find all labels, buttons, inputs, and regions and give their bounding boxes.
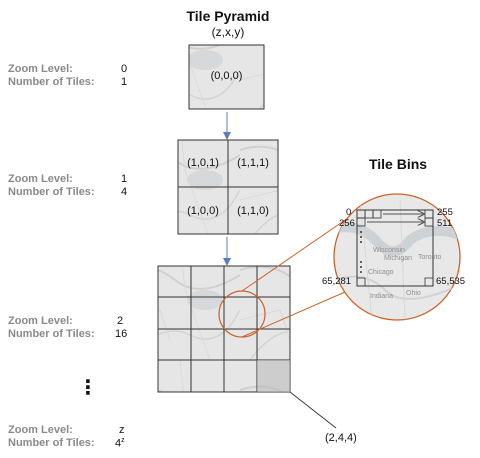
level2-tiles-label: Number of Tiles:	[8, 328, 95, 340]
level2-zoom-label: Zoom Level:	[8, 315, 73, 327]
levelz-tiles-exponent: z	[121, 437, 125, 444]
bin-label-256: 256	[339, 218, 355, 229]
level1-zoom-value: 1	[121, 173, 128, 185]
level2-zoom-value: 2	[117, 315, 124, 327]
level2-tiles-value: 16	[115, 328, 128, 340]
map-label-chicago: Chicago	[368, 269, 394, 276]
map-label-wisconsin: Wisconsin	[373, 247, 405, 254]
bin-label-65281: 65,281	[322, 276, 352, 287]
tile-1-1-0: (1,1,0)	[237, 205, 269, 217]
tile-1-0-1: (1,0,1)	[187, 157, 219, 169]
ellipsis-vertical: ⋮	[78, 377, 98, 399]
zoom-connector-top	[241, 217, 349, 292]
zoom-connector-bottom	[241, 291, 346, 338]
level0-tiles-label: Number of Tiles:	[8, 76, 95, 88]
tile-0-0-0: (0,0,0)	[210, 70, 243, 82]
level0-zoom-value: 0	[121, 63, 128, 75]
map-label-indiana: Indiana	[370, 293, 393, 300]
level1-zoom-label: Zoom Level:	[8, 173, 73, 185]
callout-leader-line	[289, 391, 337, 429]
map-label-ohio: Ohio	[406, 290, 421, 297]
pyramid-subtitle: (z,x,y)	[211, 25, 245, 39]
bin-label-0: 0	[346, 207, 352, 218]
bin-label-65535: 65,535	[436, 276, 466, 287]
tile-1-0-0: (1,0,0)	[187, 205, 219, 217]
level1-tiles-label: Number of Tiles:	[8, 186, 95, 198]
callout-tile-label: (2,4,4)	[325, 432, 357, 444]
level1-tiles-value: 4	[121, 186, 128, 198]
bin-label-255: 255	[437, 207, 453, 218]
tile-bins-circle	[333, 193, 461, 321]
highlighted-tile	[257, 360, 290, 392]
level2-grid	[157, 265, 291, 393]
level0-tile	[188, 44, 265, 110]
map-label-toronto: Toronto	[418, 254, 442, 261]
tile-1-1-1: (1,1,1)	[237, 157, 269, 169]
levelz-zoom-label: Zoom Level:	[8, 424, 73, 436]
level1-grid	[177, 139, 279, 235]
level0-tiles-value: 1	[121, 76, 128, 88]
level0-zoom-label: Zoom Level:	[8, 63, 73, 75]
bins-title: Tile Bins	[368, 156, 428, 172]
bin-label-511: 511	[437, 218, 453, 229]
map-label-michigan: Michigan	[384, 255, 413, 262]
pyramid-title: Tile Pyramid	[186, 8, 270, 24]
levelz-zoom-value: z	[119, 424, 125, 436]
levelz-tiles-label: Number of Tiles:	[8, 437, 95, 449]
levelz-tiles-value: 4z	[115, 437, 125, 450]
